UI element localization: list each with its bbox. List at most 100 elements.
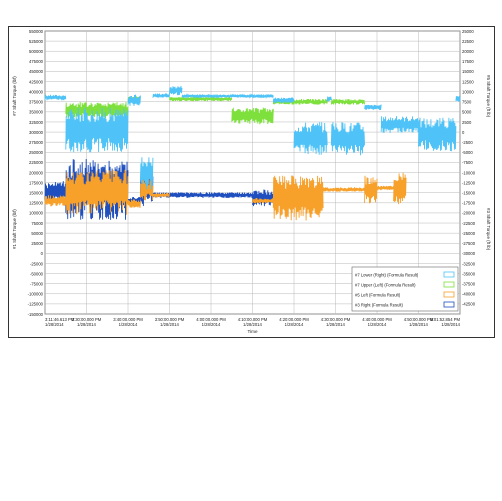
right-tick-label: -20000 xyxy=(462,211,476,216)
x-axis-label: Time xyxy=(247,329,257,334)
left-tick-label: -25000 xyxy=(30,261,44,266)
left-tick-label: 275000 xyxy=(29,140,44,145)
left-tick-label: 0 xyxy=(41,251,44,256)
left-tick-label: -125000 xyxy=(28,302,44,307)
left-tick-label: 300000 xyxy=(29,130,44,135)
right-tick-label: -10000 xyxy=(462,170,476,175)
legend-swatch xyxy=(443,301,455,308)
series-3-segment xyxy=(393,172,407,205)
left-tick-label: 525000 xyxy=(29,39,44,44)
series-1-segment xyxy=(152,93,170,99)
right-tick-label: -27500 xyxy=(462,241,476,246)
right-tick-label: -35000 xyxy=(462,271,476,276)
series-3-segment xyxy=(44,195,67,207)
series-3-segment xyxy=(364,175,378,204)
right-tick-label: -5000 xyxy=(462,150,473,155)
left-tick-label: -50000 xyxy=(30,271,44,276)
series-1-segment xyxy=(380,115,419,133)
series-1-segment xyxy=(364,104,382,111)
left-tick-label: 500000 xyxy=(29,49,44,54)
x-tick-label: 4:10:00.000 PM xyxy=(238,317,268,322)
x-tick-label: 4:40:00.000 PM xyxy=(362,317,392,322)
series-1-segment xyxy=(330,122,366,156)
right-tick-label: 12500 xyxy=(462,79,474,84)
legend-box xyxy=(351,266,459,312)
left-tick-label: 25000 xyxy=(31,241,43,246)
x-tick-label: 4:30:00.000 PM xyxy=(321,317,351,322)
x-tick-date-label: 1/28/2014 xyxy=(202,322,221,327)
right-tick-label: 0 xyxy=(462,130,465,135)
x-tick-date-label: 1/28/2014 xyxy=(285,322,304,327)
legend-entry-label: #7 Upper (Left) (Formula Result) xyxy=(355,283,416,288)
x-tick-date-label: 1/28/2014 xyxy=(45,322,64,327)
series-1-segment xyxy=(44,94,67,101)
left-tick-label: 100000 xyxy=(29,211,44,216)
left-tick-label: 375000 xyxy=(29,100,44,105)
x-tick-label: 3:50:00.000 PM xyxy=(155,317,185,322)
x-tick-date-label: 1/28/2014 xyxy=(160,322,179,327)
left-tick-label: 450000 xyxy=(29,69,44,74)
left-tick-label: 200000 xyxy=(29,170,44,175)
x-tick-label: 4:00:00.000 PM xyxy=(196,317,226,322)
x-tick-date-label: 1/28/2014 xyxy=(326,322,345,327)
right-tick-label: 15000 xyxy=(462,69,474,74)
left-tick-label: -75000 xyxy=(30,281,44,286)
legend-entry-label: #5 Left (Formula Result) xyxy=(355,293,401,298)
x-tick-date-label: 1/28/2014 xyxy=(409,322,428,327)
right-tick-label: 20000 xyxy=(462,49,474,54)
left-tick-label: 400000 xyxy=(29,89,44,94)
x-tick-label: 4:50:00.000 PM xyxy=(404,317,434,322)
right-tick-label: -32500 xyxy=(462,261,476,266)
series-1-segment xyxy=(127,94,141,106)
series-1-segment xyxy=(65,107,129,153)
y-axis-label-right-top: #5 Shaft Torque (ft lb) xyxy=(486,75,491,118)
left-tick-label: 250000 xyxy=(29,150,44,155)
series-2-segment xyxy=(169,96,233,102)
x-tick-label: 4:20:00.000 PM xyxy=(279,317,309,322)
y-axis-label-left-bottom: #1 Shaft Torque (lbf) xyxy=(12,209,17,249)
right-tick-label: 17500 xyxy=(462,59,474,64)
series-1-segment xyxy=(293,122,328,155)
x-tick-label: 5:01:52.854 PM xyxy=(430,317,460,322)
x-tick-date-label: 1/28/2014 xyxy=(441,322,460,327)
x-tick-date-label: 1/28/2014 xyxy=(119,322,138,327)
series-1-segment xyxy=(272,97,295,104)
series-1-segment xyxy=(169,85,183,96)
left-tick-label: 425000 xyxy=(29,79,44,84)
series-3-segment xyxy=(272,175,324,221)
series-3-segment xyxy=(65,169,129,215)
series-1-segment xyxy=(139,157,154,190)
series-2-segment xyxy=(231,107,274,125)
left-tick-label: -100000 xyxy=(28,292,44,297)
right-tick-label: -42500 xyxy=(462,302,476,307)
left-tick-label: 350000 xyxy=(29,110,44,115)
right-tick-label: 10000 xyxy=(462,89,474,94)
x-tick-label: 3:11:46.613 PM xyxy=(45,317,75,322)
x-tick-label: 3:30:00.000 PM xyxy=(72,317,102,322)
legend-swatch xyxy=(443,281,455,288)
right-tick-label: -37500 xyxy=(462,281,476,286)
right-tick-label: -12500 xyxy=(462,180,476,185)
left-tick-label: 325000 xyxy=(29,120,44,125)
left-tick-label: 550000 xyxy=(29,29,44,34)
series-1-segment xyxy=(418,117,457,152)
series-2-segment xyxy=(330,98,366,105)
left-tick-label: -150000 xyxy=(28,312,44,317)
right-tick-label: -25000 xyxy=(462,231,476,236)
series-4-segment xyxy=(44,181,67,204)
series-1-segment xyxy=(455,96,461,102)
x-tick-date-label: 1/28/2014 xyxy=(368,322,387,327)
legend-entry-label: #3 Right (Formula Result) xyxy=(355,303,404,308)
series-1-segment xyxy=(326,96,332,102)
right-tick-label: 22500 xyxy=(462,39,474,44)
right-tick-label: 5000 xyxy=(462,110,472,115)
legend-swatch xyxy=(443,291,455,298)
right-tick-label: -17500 xyxy=(462,201,476,206)
right-tick-label: -30000 xyxy=(462,251,476,256)
right-tick-label: -22500 xyxy=(462,221,476,226)
series-3-segment xyxy=(152,192,170,198)
series-3-segment xyxy=(127,199,141,208)
legend-swatch xyxy=(443,271,455,278)
right-tick-label: -2500 xyxy=(462,140,473,145)
x-tick-date-label: 1/28/2014 xyxy=(77,322,96,327)
